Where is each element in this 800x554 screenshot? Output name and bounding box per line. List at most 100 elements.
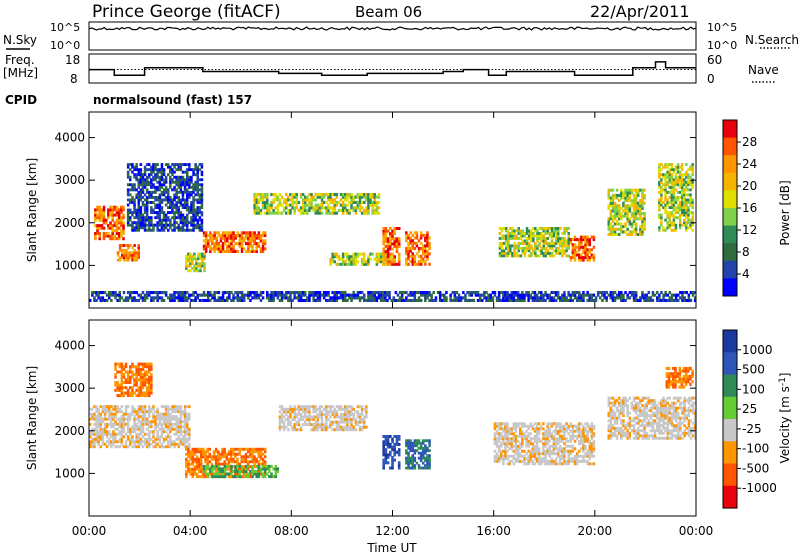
cell	[152, 226, 155, 230]
cell	[588, 250, 591, 254]
cell	[129, 430, 132, 434]
cell	[152, 445, 155, 449]
cell	[668, 211, 671, 214]
cell	[108, 415, 111, 419]
cell	[360, 260, 364, 264]
cell	[152, 412, 155, 416]
cell	[139, 175, 143, 179]
cell	[678, 196, 682, 199]
cell	[126, 378, 130, 382]
cell	[141, 223, 145, 227]
cell	[150, 296, 153, 300]
cell	[502, 242, 506, 245]
cell	[415, 231, 419, 235]
cell	[95, 420, 98, 424]
cell	[122, 298, 126, 302]
cell	[676, 196, 680, 199]
cell	[607, 206, 610, 210]
cell	[263, 203, 267, 207]
cell	[217, 244, 221, 248]
cell	[131, 386, 134, 390]
cell	[691, 203, 694, 207]
cell	[247, 242, 250, 246]
cell	[162, 291, 166, 295]
cell	[618, 204, 621, 208]
cell	[278, 428, 282, 432]
cell	[637, 204, 640, 208]
cell	[255, 247, 258, 251]
cell	[255, 249, 258, 253]
cell	[637, 193, 640, 197]
cell	[171, 206, 174, 209]
cell	[246, 447, 250, 451]
cell	[282, 208, 286, 212]
cell	[94, 237, 97, 241]
cell	[145, 432, 149, 436]
cell	[145, 180, 149, 184]
cell	[624, 191, 627, 195]
cell	[525, 239, 529, 243]
cell	[664, 228, 667, 232]
cell	[407, 233, 410, 237]
cell	[481, 298, 484, 302]
cell	[247, 244, 250, 248]
cell	[301, 211, 305, 215]
cell	[99, 430, 102, 434]
cell	[312, 208, 315, 212]
cell	[118, 383, 121, 387]
cell	[382, 255, 385, 259]
cell	[192, 228, 195, 232]
cell	[133, 211, 136, 214]
cell	[249, 291, 252, 295]
cell	[266, 293, 269, 297]
cell	[263, 239, 267, 243]
cell	[107, 211, 110, 214]
cell	[255, 472, 258, 476]
cell	[120, 367, 124, 371]
cell	[188, 228, 191, 232]
cell	[249, 244, 252, 248]
cell	[548, 232, 552, 235]
cell	[188, 405, 191, 409]
cell	[156, 223, 159, 227]
cell	[683, 206, 686, 209]
cell	[171, 223, 174, 227]
cell	[295, 206, 298, 210]
cell	[99, 417, 102, 421]
cell	[365, 193, 368, 197]
cell	[177, 213, 180, 217]
cell	[556, 291, 560, 295]
cell	[346, 195, 349, 199]
cell	[253, 460, 256, 464]
cell	[192, 213, 195, 217]
cell	[521, 242, 525, 245]
cell	[131, 213, 134, 217]
cell	[195, 475, 199, 479]
cell	[152, 291, 155, 295]
cell	[517, 244, 520, 248]
cell	[133, 410, 136, 414]
cell	[114, 296, 117, 300]
cell	[517, 246, 520, 250]
cell	[369, 193, 372, 197]
cell	[561, 246, 564, 250]
cell	[582, 256, 585, 259]
cell	[575, 238, 579, 242]
cell	[538, 242, 541, 245]
cell	[255, 234, 258, 238]
cell	[212, 452, 216, 456]
cell	[320, 418, 324, 421]
cell	[582, 250, 585, 254]
cell	[668, 190, 671, 194]
cell	[143, 203, 147, 207]
cell	[98, 232, 101, 235]
cell	[143, 365, 147, 369]
cell	[350, 260, 353, 264]
cell	[253, 472, 256, 476]
cell	[417, 291, 421, 295]
cell	[550, 298, 554, 302]
cell	[622, 230, 625, 234]
cell	[540, 237, 543, 240]
cell	[255, 460, 258, 464]
cell	[164, 430, 168, 434]
